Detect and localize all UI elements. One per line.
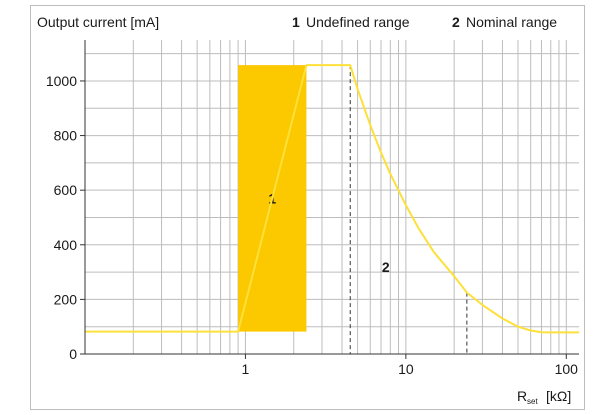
x-axis-label-main: R xyxy=(517,388,527,404)
y-axis-label: Output current [mA] xyxy=(37,14,159,30)
grid xyxy=(84,40,579,354)
x-axis-label-unit: [kΩ] xyxy=(546,388,571,404)
x-axis-label: R set [kΩ] xyxy=(517,388,571,406)
legend-number-1: 1 xyxy=(292,14,300,30)
y-tick-label: 200 xyxy=(54,291,78,307)
x-tick-label: 100 xyxy=(555,361,579,377)
series-layer: 2 xyxy=(85,64,579,334)
y-tick-label: 0 xyxy=(69,346,77,362)
y-tick-label: 800 xyxy=(54,128,78,144)
axes: 0 200 400 600 800 1000 1 10 100 xyxy=(46,40,579,377)
chart-frame xyxy=(30,5,585,410)
legend-number-2: 2 xyxy=(452,14,460,30)
labels: Output current [mA] 1 Undefined range 2 … xyxy=(37,14,571,406)
legend-label-2: Nominal range xyxy=(466,14,557,30)
y-tick-label: 1000 xyxy=(46,73,77,89)
legend-label-1: Undefined range xyxy=(306,14,410,30)
y-tick-label: 600 xyxy=(54,182,78,198)
annotation-label: 2 xyxy=(382,259,390,275)
y-tick-label: 400 xyxy=(54,237,78,253)
x-tick-label: 10 xyxy=(398,361,414,377)
dashed-layer xyxy=(349,65,468,354)
x-axis-label-sub: set xyxy=(527,397,538,406)
series-line xyxy=(85,64,579,334)
x-tick-label: 1 xyxy=(242,361,250,377)
